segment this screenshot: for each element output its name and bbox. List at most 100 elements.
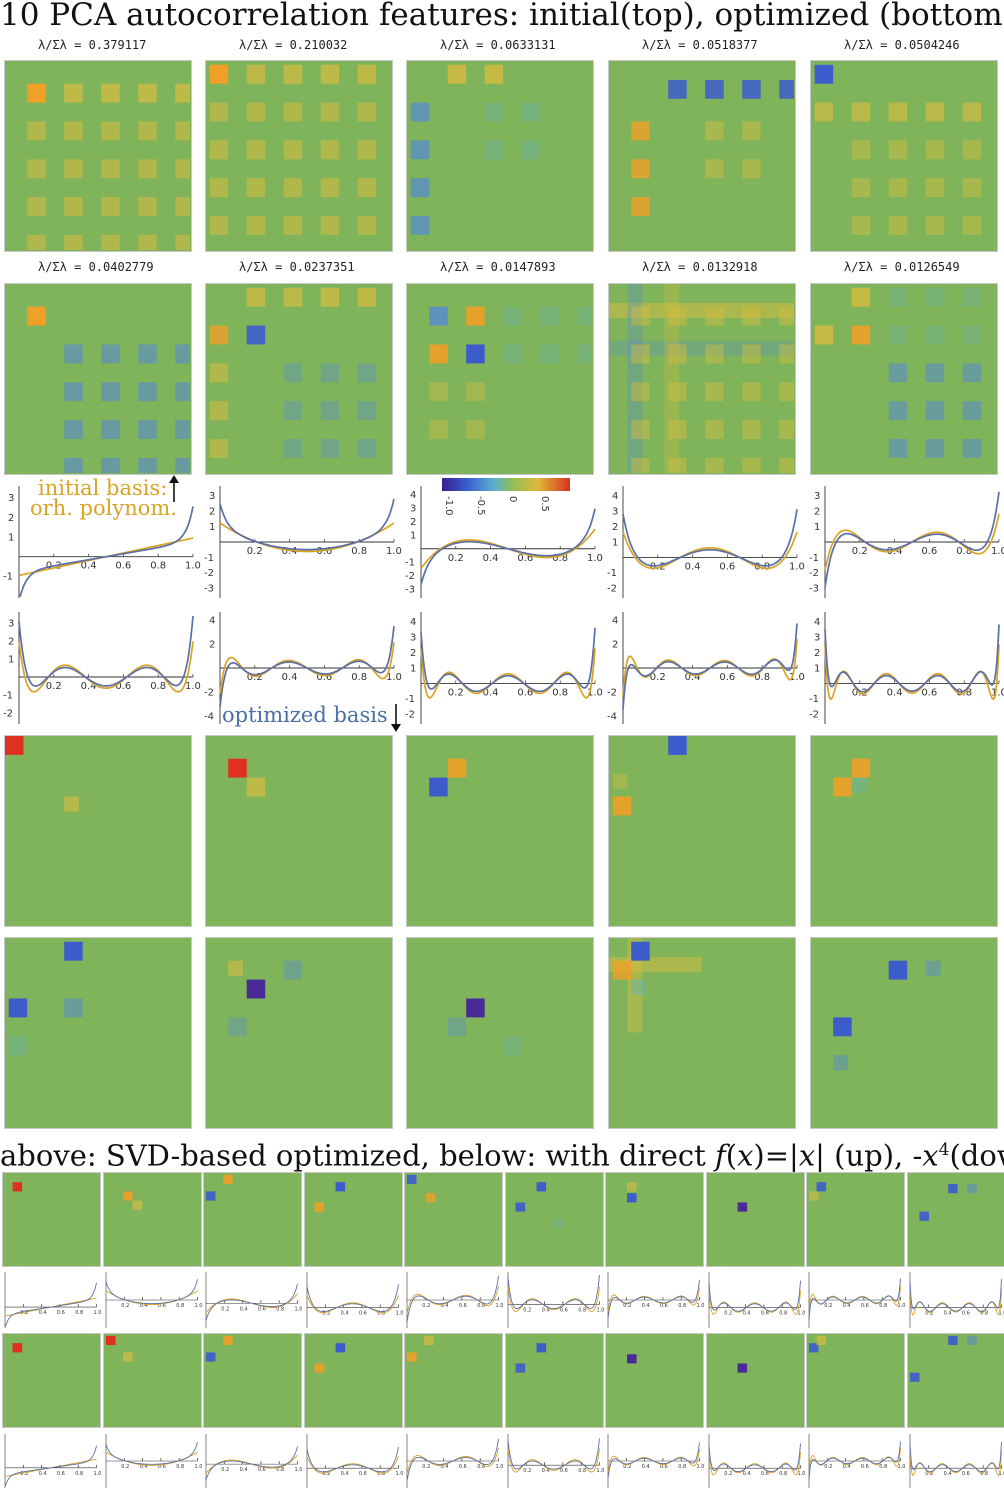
heat-cell <box>209 102 229 122</box>
blue-curve <box>909 1279 1002 1312</box>
heat-cell <box>246 979 266 999</box>
heat-cell <box>357 140 377 160</box>
x-tick-label: 0.6 <box>459 1464 467 1470</box>
heat-cell <box>705 420 724 439</box>
x-tick-label: 0.2 <box>322 1471 330 1477</box>
x-tick-label: 0.6 <box>861 1303 869 1309</box>
x-tick-label: 0.6 <box>560 1307 568 1313</box>
heatmap-panel <box>810 283 998 475</box>
heat-cell <box>521 140 541 160</box>
y-tick-label: 1 <box>612 537 618 548</box>
heat-cell <box>101 344 120 364</box>
heat-cell <box>833 777 852 797</box>
orange-curve <box>420 648 596 699</box>
heat-cell <box>175 197 190 216</box>
x-tick-label: 0.2 <box>650 672 666 683</box>
heatmap-panel <box>404 1333 503 1428</box>
heat-cell <box>631 420 650 439</box>
x-tick-label: 1.0 <box>597 1468 605 1474</box>
x-tick-label: 0.8 <box>779 1471 787 1477</box>
heatmap-panel <box>4 735 192 927</box>
x-tick-label: 0.2 <box>650 561 666 572</box>
x-tick-label: 0.4 <box>542 1307 550 1313</box>
x-tick-label: 0.2 <box>121 1303 129 1309</box>
heat-band <box>609 956 702 973</box>
x-tick-label: 0.4 <box>944 1310 952 1316</box>
heat-cell <box>851 102 871 122</box>
heat-band <box>609 340 794 356</box>
y-tick-label: -2 <box>405 571 415 582</box>
x-tick-label: 0.8 <box>980 1471 988 1477</box>
y-tick-label: 4 <box>410 490 416 501</box>
blue-curve <box>420 508 596 585</box>
heat-cell <box>64 121 83 141</box>
x-tick-label: 0.8 <box>477 1303 485 1309</box>
blue-curve <box>824 624 1000 693</box>
heat-cell <box>64 941 83 961</box>
heat-cell <box>668 382 687 402</box>
heat-cell <box>553 1219 564 1229</box>
x-tick-label: 0.8 <box>75 1310 83 1316</box>
x-tick-label: 0.4 <box>843 1303 851 1309</box>
x-tick-label: 0.4 <box>441 1303 449 1309</box>
heat-cell <box>209 363 229 383</box>
heat-cell <box>105 1335 116 1346</box>
heat-cell <box>246 325 266 345</box>
heat-cell <box>612 773 628 789</box>
heatmap-panel <box>608 735 796 927</box>
heat-cell <box>540 344 559 364</box>
x-tick-label: 0.4 <box>282 546 298 557</box>
basis-function-plot: 0.2 0.4 0.6 0.8 1.0 <box>708 1272 805 1328</box>
x-tick-label: 0.2 <box>623 1303 631 1309</box>
x-tick-label: 0.2 <box>322 1310 330 1316</box>
x-tick-label: 0.6 <box>660 1303 668 1309</box>
heat-cell <box>627 1193 637 1203</box>
heat-cell <box>64 796 79 812</box>
heat-cell <box>406 1174 417 1185</box>
x-tick-label: 0.6 <box>962 1310 970 1316</box>
x-tick-label: 0.2 <box>422 1303 430 1309</box>
heat-cell <box>410 102 430 122</box>
blue-curve <box>420 627 596 693</box>
y-tick-label: 4 <box>209 615 215 626</box>
x-tick-label: 1.0 <box>898 1464 906 1470</box>
heatmap-panel <box>4 283 192 475</box>
heat-cell <box>808 1191 819 1201</box>
heat-cell <box>246 140 266 160</box>
heat-cell <box>429 420 448 439</box>
heat-cell <box>175 121 190 141</box>
heat-cell <box>320 215 340 235</box>
colorbar-tick-label: 1.0 <box>571 496 572 512</box>
section-subtitle: above: SVD-based optimized, below: with … <box>0 1138 1004 1173</box>
heat-cell <box>631 344 650 364</box>
blue-curve <box>4 1445 97 1487</box>
x-tick-label: 0.6 <box>921 687 937 698</box>
x-tick-label: 0.2 <box>623 1464 631 1470</box>
heat-cell <box>705 159 724 179</box>
heat-cell <box>429 306 448 326</box>
heat-cell <box>668 457 687 473</box>
x-tick-label: 0.4 <box>140 1464 148 1470</box>
blue-curve <box>306 1284 399 1312</box>
heat-cell <box>205 1352 216 1362</box>
heat-cell <box>814 325 834 345</box>
heat-cell <box>123 1191 133 1201</box>
basis-function-plot: 0.2 0.4 0.6 0.8 1.0 <box>306 1434 403 1488</box>
x-tick-label: 0.6 <box>258 1467 266 1473</box>
x-tick-label: 1.0 <box>898 1303 906 1309</box>
x-tick-label: 1.0 <box>991 546 1004 557</box>
blue-curve <box>607 1442 700 1478</box>
basis-function-plot: 0.2 0.4 0.6 0.8 1.0 <box>406 1434 503 1488</box>
x-tick-label: 0.2 <box>121 1464 129 1470</box>
x-tick-label: 0.6 <box>258 1306 266 1312</box>
heat-cell <box>833 1055 848 1071</box>
basis-function-plot: 0.2 0.4 0.6 0.8 1.0 3 2 1 -1 -2 <box>3 612 201 724</box>
heat-cell <box>925 325 945 345</box>
heatmap-panel <box>605 1333 704 1428</box>
heat-cell <box>138 382 157 402</box>
heat-cell <box>5 736 24 755</box>
heat-cell <box>851 325 871 345</box>
heat-cell <box>101 234 120 250</box>
x-tick-label: 1.0 <box>195 1303 203 1309</box>
heat-cell <box>320 363 340 383</box>
